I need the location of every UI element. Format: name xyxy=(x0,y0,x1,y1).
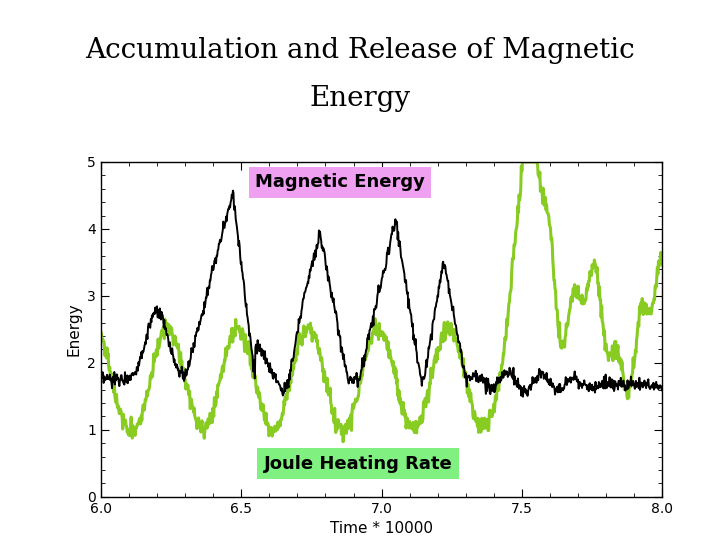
Text: Energy: Energy xyxy=(310,85,410,112)
Text: Joule Heating Rate: Joule Heating Rate xyxy=(264,455,452,472)
Text: Accumulation and Release of Magnetic: Accumulation and Release of Magnetic xyxy=(85,37,635,64)
Text: Magnetic Energy: Magnetic Energy xyxy=(255,173,425,192)
X-axis label: Time * 10000: Time * 10000 xyxy=(330,521,433,536)
Y-axis label: Energy: Energy xyxy=(66,302,81,356)
